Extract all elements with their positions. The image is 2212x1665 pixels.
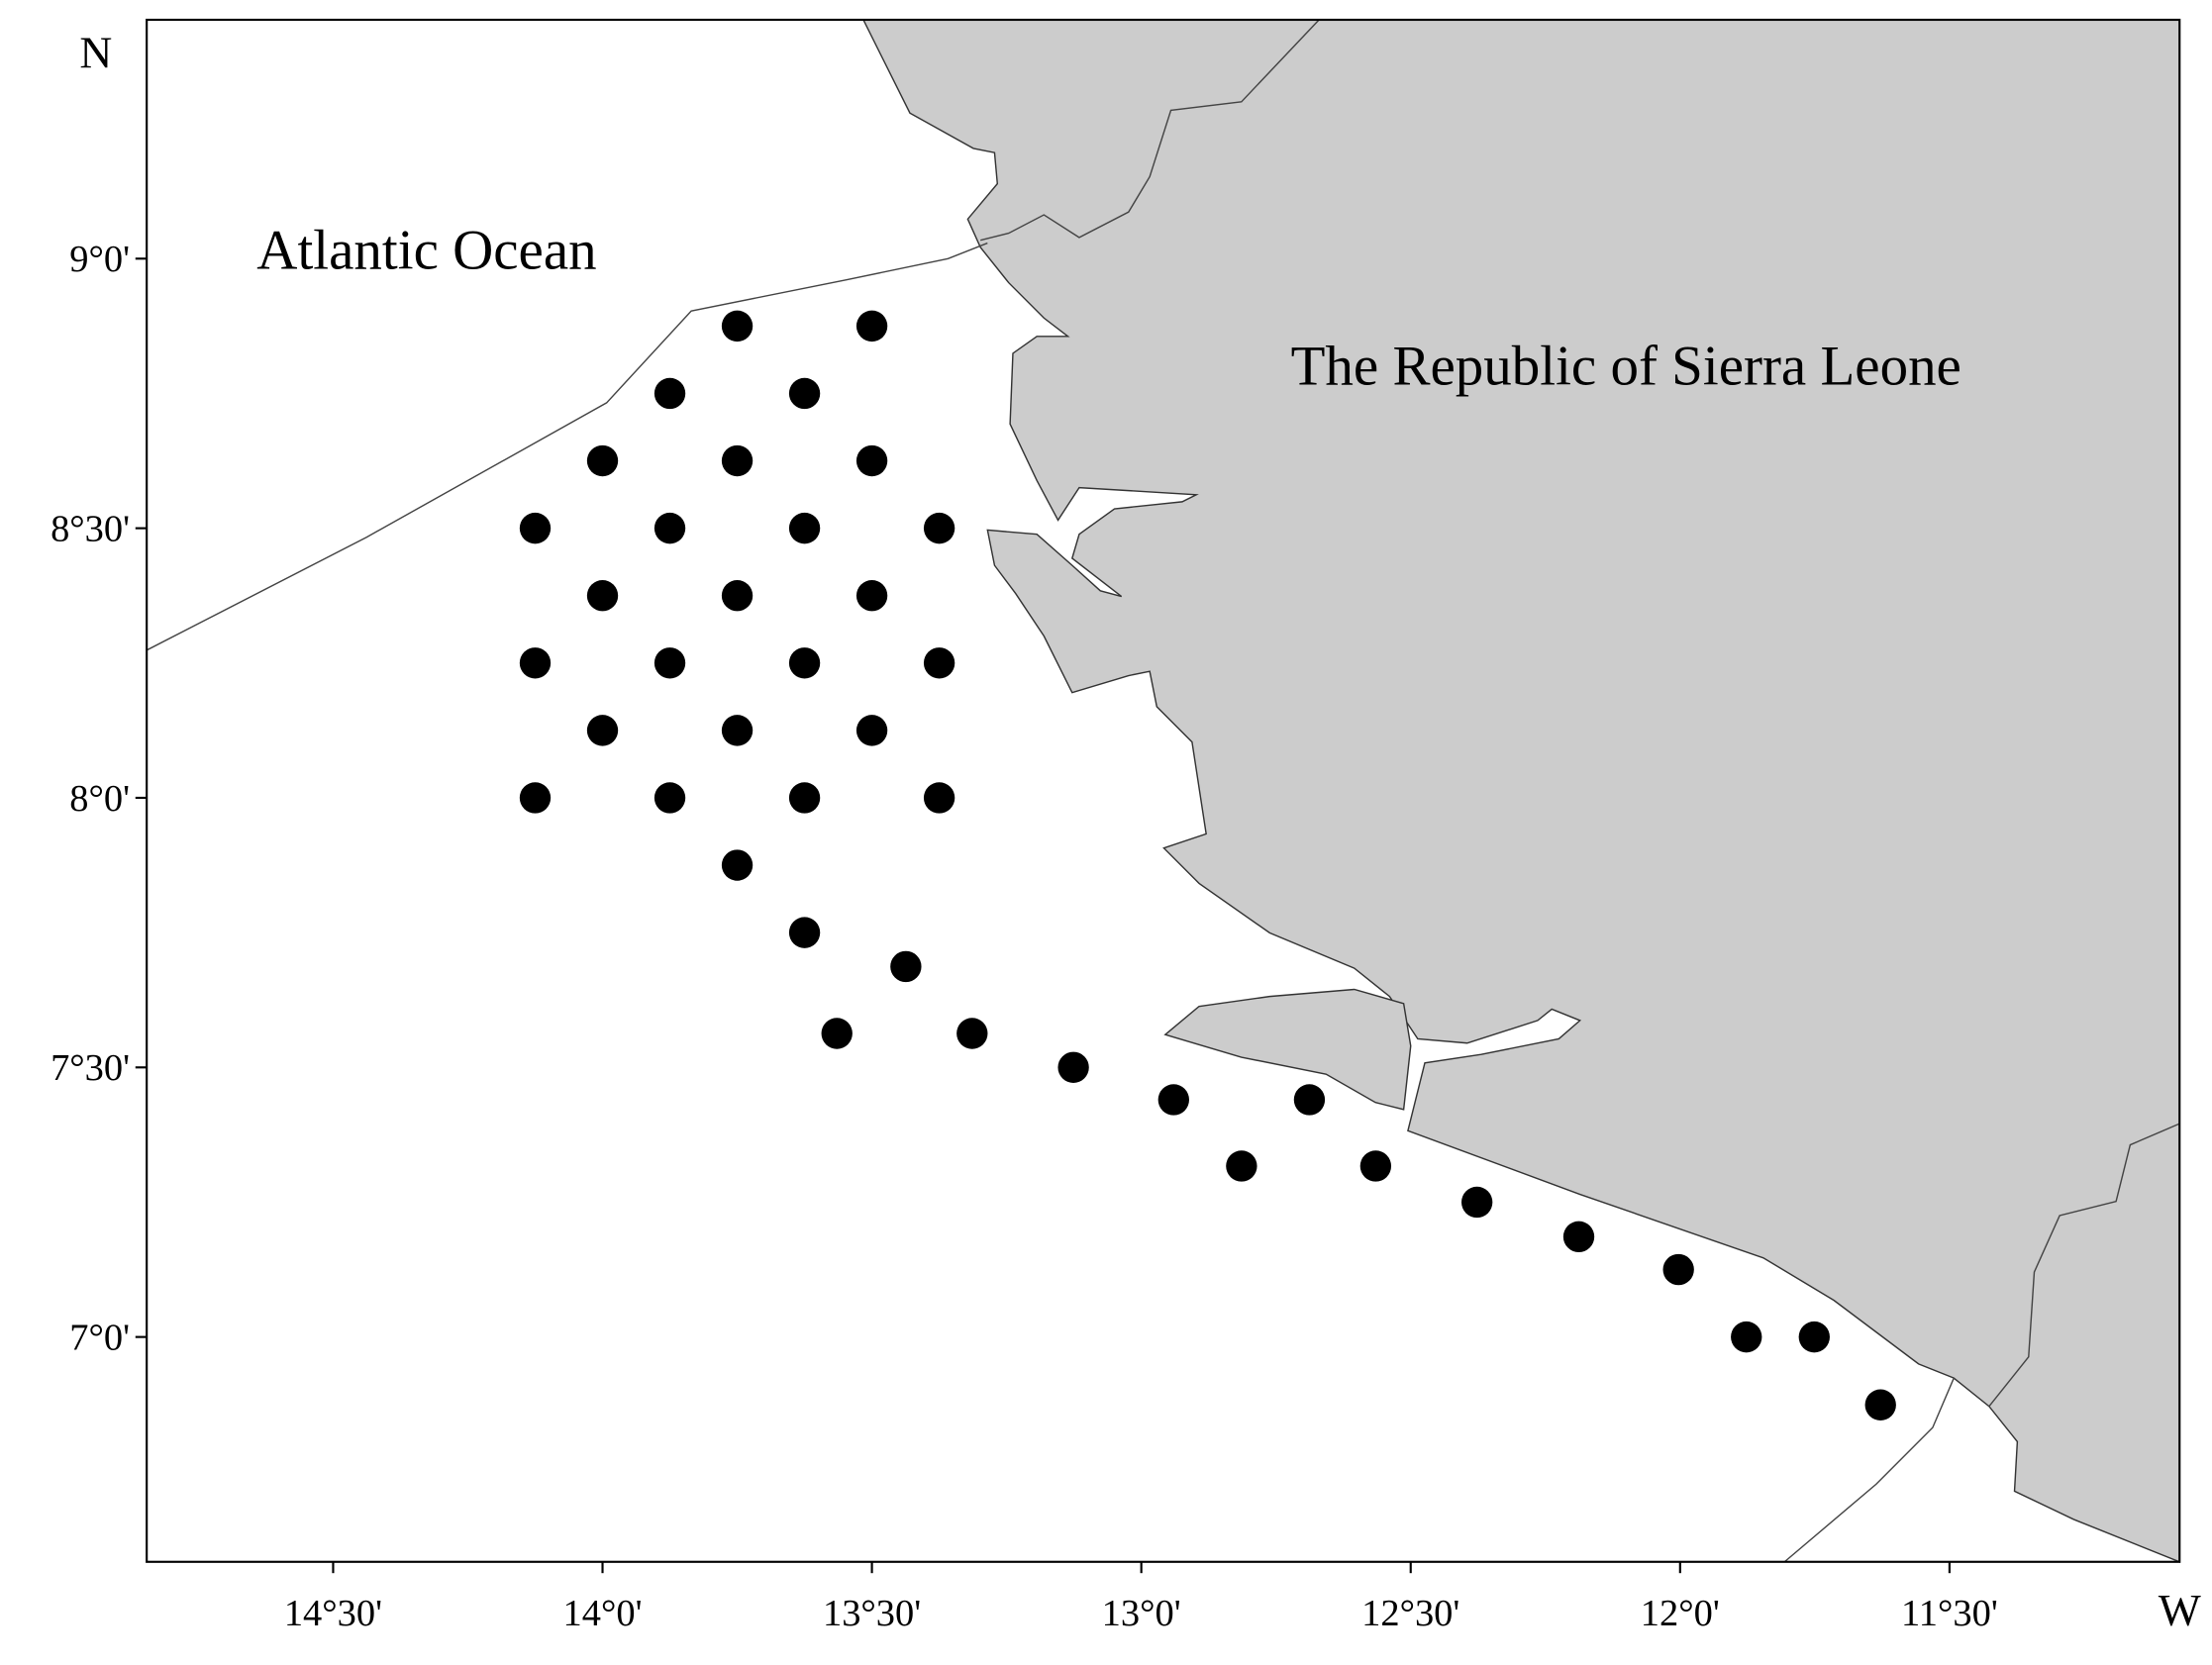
station — [1226, 1150, 1257, 1182]
station — [956, 1018, 988, 1049]
station — [855, 444, 888, 477]
station — [519, 782, 552, 814]
y-axis-label: N — [79, 27, 112, 77]
station — [654, 782, 686, 814]
station — [1562, 1221, 1595, 1253]
station — [721, 849, 754, 881]
station — [788, 782, 821, 814]
station — [1662, 1253, 1694, 1286]
station — [1731, 1321, 1762, 1353]
station — [586, 715, 619, 746]
y-tick-label: 8°0' — [69, 778, 130, 820]
station — [1460, 1186, 1493, 1219]
station — [1798, 1321, 1830, 1353]
station — [788, 647, 821, 679]
x-tick-label: 14°0' — [563, 1593, 643, 1634]
x-tick-label: 13°30' — [823, 1593, 921, 1634]
station — [788, 377, 821, 410]
station — [519, 647, 552, 679]
y-tick-label: 9°0' — [69, 239, 130, 280]
y-tick-label: 7°30' — [50, 1047, 130, 1089]
boundaries — [146, 19, 2180, 1563]
x-tick-label: 12°0' — [1641, 1593, 1720, 1634]
border-north — [980, 19, 1320, 242]
y-tick-label: 7°0' — [69, 1317, 130, 1358]
country-label: The Republic of Sierra Leone — [1291, 335, 1961, 397]
station — [721, 579, 754, 612]
mainland — [861, 19, 2180, 1563]
station — [1157, 1084, 1189, 1116]
station — [788, 917, 821, 948]
x-tick-label: 11°30' — [1901, 1593, 1998, 1634]
station — [890, 950, 922, 983]
station — [654, 512, 686, 544]
sea-boundary — [146, 242, 988, 651]
station — [654, 647, 686, 679]
station — [1359, 1150, 1392, 1182]
station — [519, 512, 552, 544]
station — [721, 444, 754, 477]
station — [721, 310, 754, 343]
station — [1293, 1084, 1326, 1116]
station — [855, 715, 888, 746]
station — [586, 579, 619, 612]
station — [654, 377, 686, 410]
x-tick-label: 14°30' — [284, 1593, 382, 1634]
border-east — [1988, 1123, 2180, 1408]
station — [1057, 1051, 1089, 1084]
frame — [146, 18, 2181, 1563]
station — [721, 715, 754, 746]
border-south — [1783, 1377, 1955, 1563]
island — [1163, 988, 1412, 1111]
station — [923, 647, 955, 679]
x-tick-label: 13°0' — [1102, 1593, 1181, 1634]
station — [855, 310, 888, 343]
station — [1864, 1389, 1896, 1420]
station — [923, 512, 955, 544]
station — [855, 579, 888, 612]
x-axis-label: W — [2159, 1585, 2201, 1635]
y-tick-label: 8°30' — [50, 508, 130, 549]
land — [861, 19, 2180, 1563]
ocean-label: Atlantic Ocean — [256, 219, 596, 281]
x-tick-label: 12°30' — [1361, 1593, 1459, 1634]
station — [788, 512, 821, 544]
station — [586, 444, 619, 477]
station — [821, 1018, 853, 1049]
station — [923, 782, 955, 814]
